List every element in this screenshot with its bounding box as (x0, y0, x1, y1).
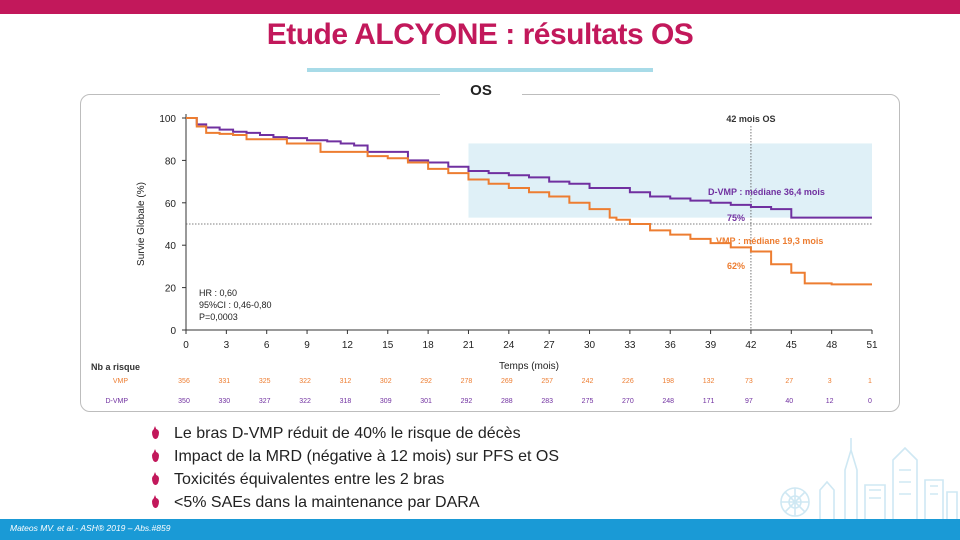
risk-table-title: Nb a risque (91, 362, 140, 372)
risk-cell: 312 (340, 378, 352, 385)
panel-title: OS (440, 80, 522, 102)
x-tick-label: 48 (826, 340, 838, 351)
survival-curve-vmp (186, 117, 872, 286)
drop-bullet-icon (152, 425, 159, 439)
x-tick-label: 33 (624, 340, 636, 351)
risk-cell: 275 (582, 398, 594, 405)
risk-cell: 302 (380, 378, 392, 385)
risk-cell: 309 (380, 398, 392, 405)
x-tick-label: 30 (584, 340, 596, 351)
risk-cell: 288 (501, 398, 513, 405)
city-skyline-icon (780, 438, 958, 519)
x-tick-label: 12 (342, 340, 354, 351)
risk-cell: 301 (420, 398, 432, 405)
x-tick-label: 0 (183, 340, 189, 351)
bullet-item: <5% SAEs dans la maintenance par DARA (152, 491, 559, 514)
vmp-percent-label: 62% (727, 261, 745, 271)
risk-cell: 331 (219, 378, 231, 385)
x-tick-label: 45 (786, 340, 798, 351)
risk-cell: 318 (340, 398, 352, 405)
drop-bullet-icon (152, 471, 159, 485)
footer-bar (0, 519, 960, 540)
bullet-item: Impact de la MRD (négative à 12 mois) su… (152, 445, 559, 468)
risk-cell: 283 (541, 398, 553, 405)
dvmp-median-label: D-VMP : médiane 36,4 mois (708, 187, 825, 197)
risk-cell: 350 (178, 398, 190, 405)
bullet-text: Le bras D-VMP réduit de 40% le risque de… (174, 424, 521, 442)
x-tick-label: 3 (224, 340, 230, 351)
risk-cell: 322 (299, 378, 311, 385)
bullet-text: Toxicités équivalentes entre les 2 bras (174, 470, 445, 488)
month-42-label: 42 mois OS (726, 114, 775, 124)
survival-curve-d-vmp (186, 117, 872, 219)
x-tick-label: 42 (745, 340, 757, 351)
x-axis-label: Temps (mois) (499, 361, 559, 372)
risk-cell: 278 (461, 378, 473, 385)
x-tick-label: 18 (423, 340, 435, 351)
risk-cell: 3 (828, 378, 832, 385)
risk-cell: 292 (461, 398, 473, 405)
drop-bullet-icon (152, 448, 159, 462)
risk-cell: 327 (259, 398, 271, 405)
drop-bullet-icon (152, 494, 159, 508)
x-tick-label: 6 (264, 340, 270, 351)
risk-cell: 27 (785, 378, 793, 385)
risk-cell: 248 (662, 398, 674, 405)
bullet-item: Toxicités équivalentes entre les 2 bras (152, 468, 559, 491)
y-axis-label: Survie Globale (%) (136, 182, 147, 266)
stats-label: 95%CI : 0,46-0,80 (199, 300, 272, 310)
stats-label: HR : 0,60 (199, 288, 237, 298)
risk-cell: 97 (745, 398, 753, 405)
x-tick-label: 51 (866, 340, 878, 351)
bullet-text: Impact de la MRD (négative à 12 mois) su… (174, 447, 560, 465)
y-tick-label: 100 (159, 114, 176, 125)
risk-row-label: D-VMP (105, 398, 128, 405)
vmp-median-label: VMP : médiane 19,3 mois (716, 236, 823, 246)
x-tick-label: 24 (503, 340, 515, 351)
y-tick-label: 0 (170, 326, 176, 337)
x-tick-label: 36 (665, 340, 677, 351)
y-tick-label: 80 (165, 156, 177, 167)
top-accent-bar (0, 0, 960, 14)
risk-cell: 12 (826, 398, 834, 405)
x-tick-label: 27 (544, 340, 556, 351)
x-tick-label: 21 (463, 340, 475, 351)
shaded-region (468, 143, 872, 218)
x-tick-label: 39 (705, 340, 717, 351)
x-tick-label: 9 (304, 340, 310, 351)
x-tick-label: 15 (382, 340, 394, 351)
risk-cell: 356 (178, 378, 190, 385)
risk-cell: 171 (703, 398, 715, 405)
risk-cell: 330 (219, 398, 231, 405)
risk-cell: 1 (868, 378, 872, 385)
risk-cell: 269 (501, 378, 513, 385)
dvmp-percent-label: 75% (727, 213, 745, 223)
risk-cell: 292 (420, 378, 432, 385)
risk-cell: 73 (745, 378, 753, 385)
y-tick-label: 60 (165, 199, 177, 210)
risk-cell: 226 (622, 378, 634, 385)
stats-label: P=0,0003 (199, 312, 238, 322)
risk-cell: 242 (582, 378, 594, 385)
risk-cell: 257 (541, 378, 553, 385)
risk-cell: 0 (868, 398, 872, 405)
y-tick-label: 20 (165, 284, 177, 295)
risk-cell: 40 (785, 398, 793, 405)
bullet-list: Le bras D-VMP réduit de 40% le risque de… (152, 422, 559, 514)
slide-title: Etude ALCYONE : résultats OS (266, 18, 694, 51)
risk-cell: 132 (703, 378, 715, 385)
bullet-text: <5% SAEs dans la maintenance par DARA (174, 493, 480, 511)
y-tick-label: 40 (165, 241, 177, 252)
risk-cell: 270 (622, 398, 634, 405)
risk-cell: 322 (299, 398, 311, 405)
bullet-item: Le bras D-VMP réduit de 40% le risque de… (152, 422, 559, 445)
title-underline (307, 68, 653, 72)
risk-cell: 198 (662, 378, 674, 385)
footer-citation: Mateos MV. et al.- ASH® 2019 – Abs.#859 (10, 523, 171, 533)
risk-cell: 325 (259, 378, 271, 385)
risk-row-label: VMP (113, 378, 129, 385)
